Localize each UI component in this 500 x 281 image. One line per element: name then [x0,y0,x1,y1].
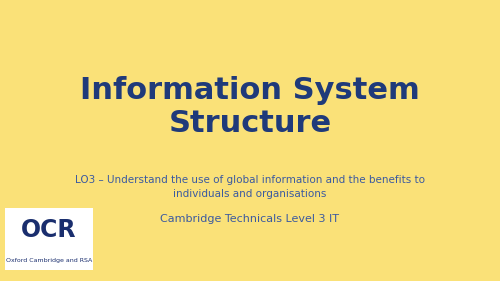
Text: Information System
Structure: Information System Structure [80,76,420,137]
Text: Cambridge Technicals Level 3 IT: Cambridge Technicals Level 3 IT [160,214,340,224]
Text: Oxford Cambridge and RSA: Oxford Cambridge and RSA [6,258,92,263]
Text: LO3 – Understand the use of global information and the benefits to
individuals a: LO3 – Understand the use of global infor… [75,175,425,199]
Text: OCR: OCR [21,217,76,242]
FancyBboxPatch shape [5,208,92,270]
